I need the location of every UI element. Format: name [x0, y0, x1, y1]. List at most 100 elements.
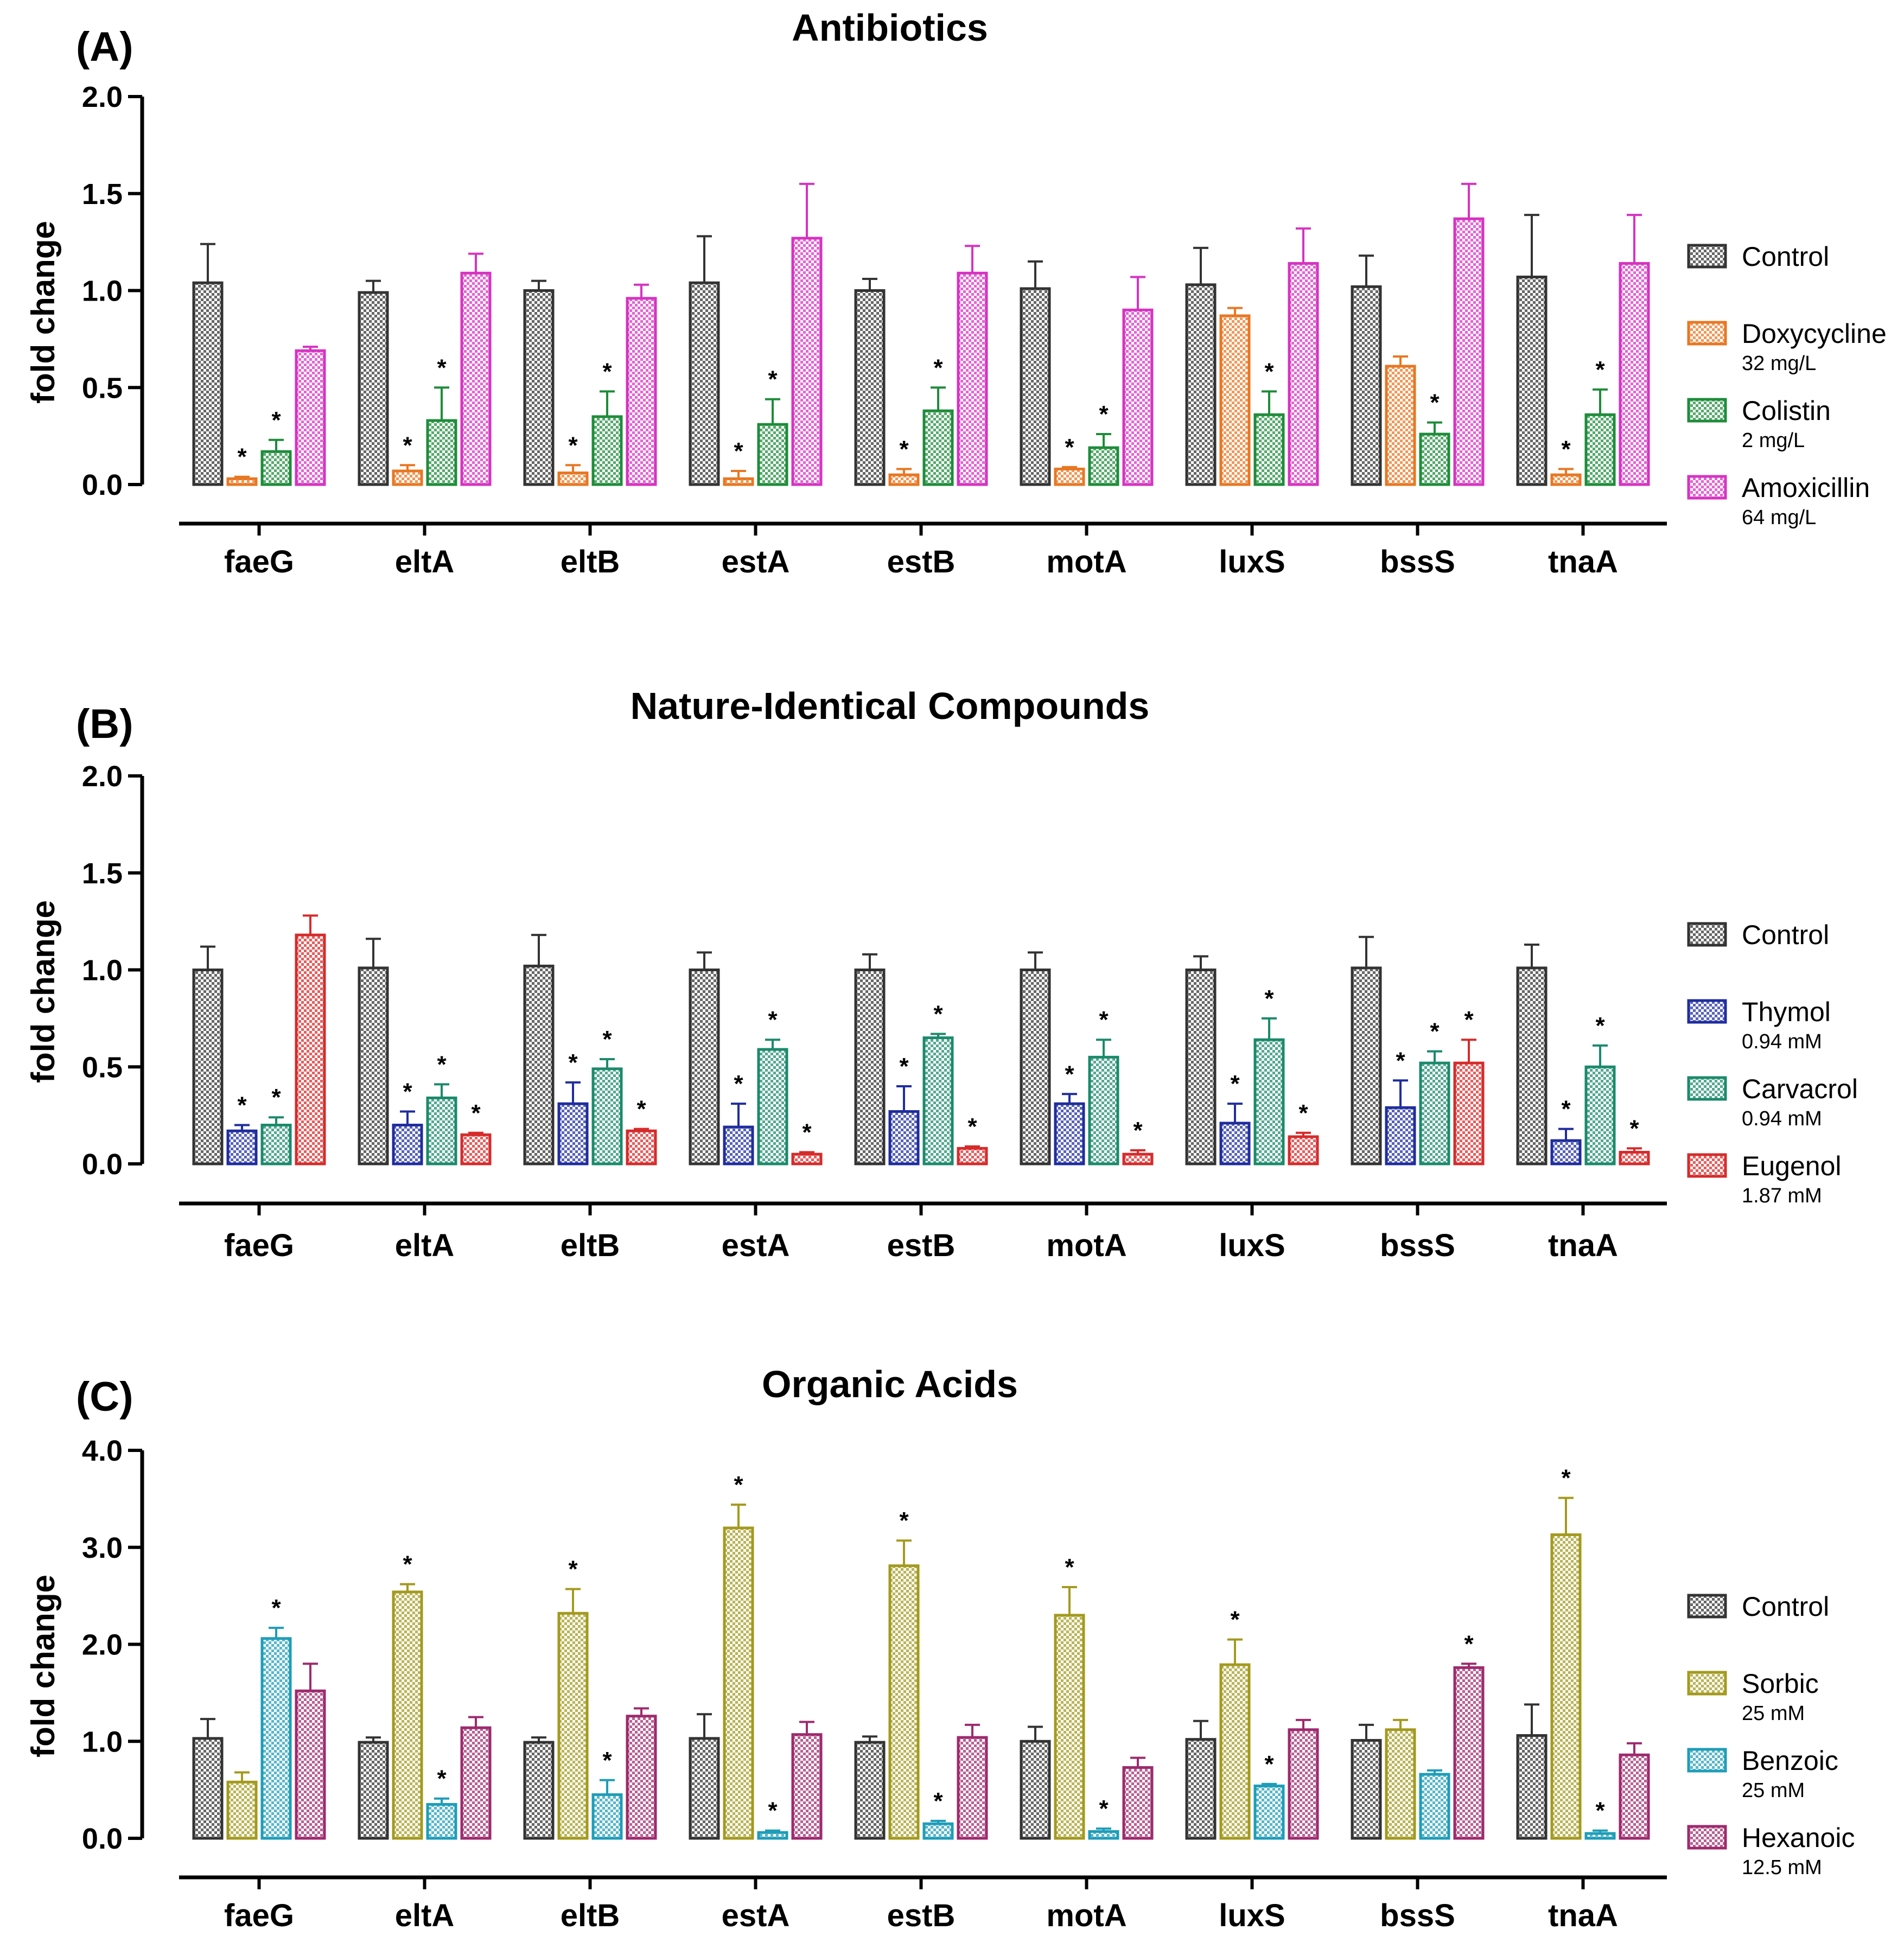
bar — [626, 1715, 657, 1840]
x-tick-label: bssS — [1380, 1898, 1455, 1933]
bar — [1054, 467, 1085, 486]
bar — [1020, 287, 1051, 486]
bar — [1584, 1832, 1616, 1840]
bar — [854, 289, 886, 486]
significance-marker: * — [602, 1747, 612, 1774]
bar — [723, 477, 754, 486]
significance-marker: * — [237, 444, 247, 470]
legend-swatch — [1687, 1076, 1727, 1101]
y-axis-label: fold change — [25, 221, 61, 404]
significance-marker: * — [1065, 1061, 1074, 1087]
bar — [523, 289, 555, 486]
bar — [757, 423, 788, 486]
significance-marker: * — [1264, 1751, 1274, 1778]
bar — [460, 271, 492, 486]
bar — [791, 237, 823, 486]
bar — [1516, 1734, 1548, 1840]
bar — [1288, 1135, 1319, 1165]
significance-marker: * — [271, 1084, 281, 1111]
bar — [1020, 1740, 1051, 1840]
legend-swatch — [1687, 1594, 1727, 1619]
significance-marker: * — [1264, 358, 1274, 385]
bar — [426, 419, 457, 486]
bar — [1419, 1061, 1450, 1165]
x-tick-label: estA — [722, 544, 790, 579]
x-tick-label: luxS — [1219, 1898, 1285, 1933]
significance-marker: * — [768, 1007, 778, 1033]
significance-marker: * — [933, 354, 943, 381]
significance-marker: * — [1430, 390, 1440, 416]
significance-marker: * — [734, 438, 743, 464]
x-tick-label: tnaA — [1548, 1228, 1618, 1263]
y-tick-label: 0.0 — [82, 469, 123, 501]
bar — [1453, 1666, 1485, 1840]
significance-marker: * — [1396, 1047, 1405, 1074]
legend-swatch — [1687, 1671, 1727, 1696]
y-tick-label: 2.0 — [82, 760, 123, 793]
legend: Control Doxycycline 32 mg/L Colistin 2 mg/L A… — [1687, 241, 1887, 529]
bar — [358, 291, 389, 486]
bar — [626, 1129, 657, 1165]
x-tick-label: motA — [1046, 544, 1126, 579]
significance-marker: * — [403, 1551, 412, 1578]
chart-title: Nature-Identical Compounds — [631, 685, 1150, 727]
panel-label: (C) — [76, 1374, 133, 1420]
bar — [358, 966, 389, 1165]
bar — [295, 349, 326, 486]
bar — [723, 1125, 754, 1165]
bar — [1253, 1784, 1285, 1840]
significance-marker: * — [1099, 1007, 1109, 1033]
legend-label: Control — [1742, 1591, 1829, 1622]
x-tick-label: eltA — [395, 1228, 455, 1263]
panel-label: (B) — [76, 701, 133, 747]
bar — [1385, 1106, 1416, 1165]
bar — [1516, 966, 1548, 1165]
significance-marker: * — [899, 1507, 909, 1534]
bar — [1619, 1753, 1650, 1840]
legend-label: Sorbic — [1742, 1668, 1819, 1699]
x-tick-label: estA — [722, 1898, 790, 1933]
y-tick-label: 2.0 — [82, 81, 123, 113]
bar — [192, 1737, 224, 1840]
x-tick-label: estB — [887, 1898, 956, 1933]
significance-marker: * — [437, 1766, 447, 1792]
x-tick-label: eltA — [395, 544, 455, 579]
significance-marker: * — [1595, 1012, 1605, 1039]
legend: Control Sorbic 25 mM Benzoic 25 mM Hexanoic 12… — [1687, 1591, 1855, 1879]
significance-marker: * — [602, 358, 612, 385]
chart-panels: (A) Antibiotics 0.0 0.5 1.0 1.5 2.0 fold change… — [25, 7, 1887, 1933]
significance-marker: * — [403, 432, 412, 458]
bar — [957, 271, 988, 486]
bar — [1419, 432, 1450, 486]
legend-sublabel: 2 mg/L — [1742, 429, 1805, 452]
y-axis-label: fold change — [25, 900, 61, 1083]
legend-swatch — [1687, 244, 1727, 269]
legend-sublabel: 12.5 mM — [1742, 1856, 1822, 1879]
y-axis-label: fold change — [25, 1575, 61, 1757]
significance-marker: * — [471, 1100, 481, 1126]
legend-sublabel: 25 mM — [1742, 1702, 1805, 1725]
bar — [723, 1526, 754, 1840]
legend-swatch — [1687, 475, 1727, 500]
x-tick-label: eltB — [561, 544, 620, 579]
bar — [1122, 1766, 1154, 1840]
significance-marker: * — [636, 1096, 646, 1123]
significance-marker: * — [1065, 434, 1074, 461]
bar — [557, 1612, 589, 1840]
bar — [1550, 1533, 1582, 1840]
bar — [1253, 1038, 1285, 1165]
y-tick-label: 4.0 — [82, 1435, 123, 1467]
bar — [260, 450, 292, 486]
x-tick-label: estB — [887, 1228, 956, 1263]
bar — [1351, 966, 1382, 1165]
bar — [626, 297, 657, 486]
legend-sublabel: 64 mg/L — [1742, 506, 1816, 529]
significance-marker: * — [1230, 1071, 1240, 1097]
bar — [1088, 446, 1119, 486]
legend-label: Carvacrol — [1742, 1074, 1858, 1104]
x-tick-label: faeG — [224, 544, 294, 579]
y-tick-label: 0.5 — [82, 1051, 123, 1084]
bar — [295, 933, 326, 1165]
bar — [1584, 1065, 1616, 1165]
x-tick-label: faeG — [224, 1898, 294, 1933]
